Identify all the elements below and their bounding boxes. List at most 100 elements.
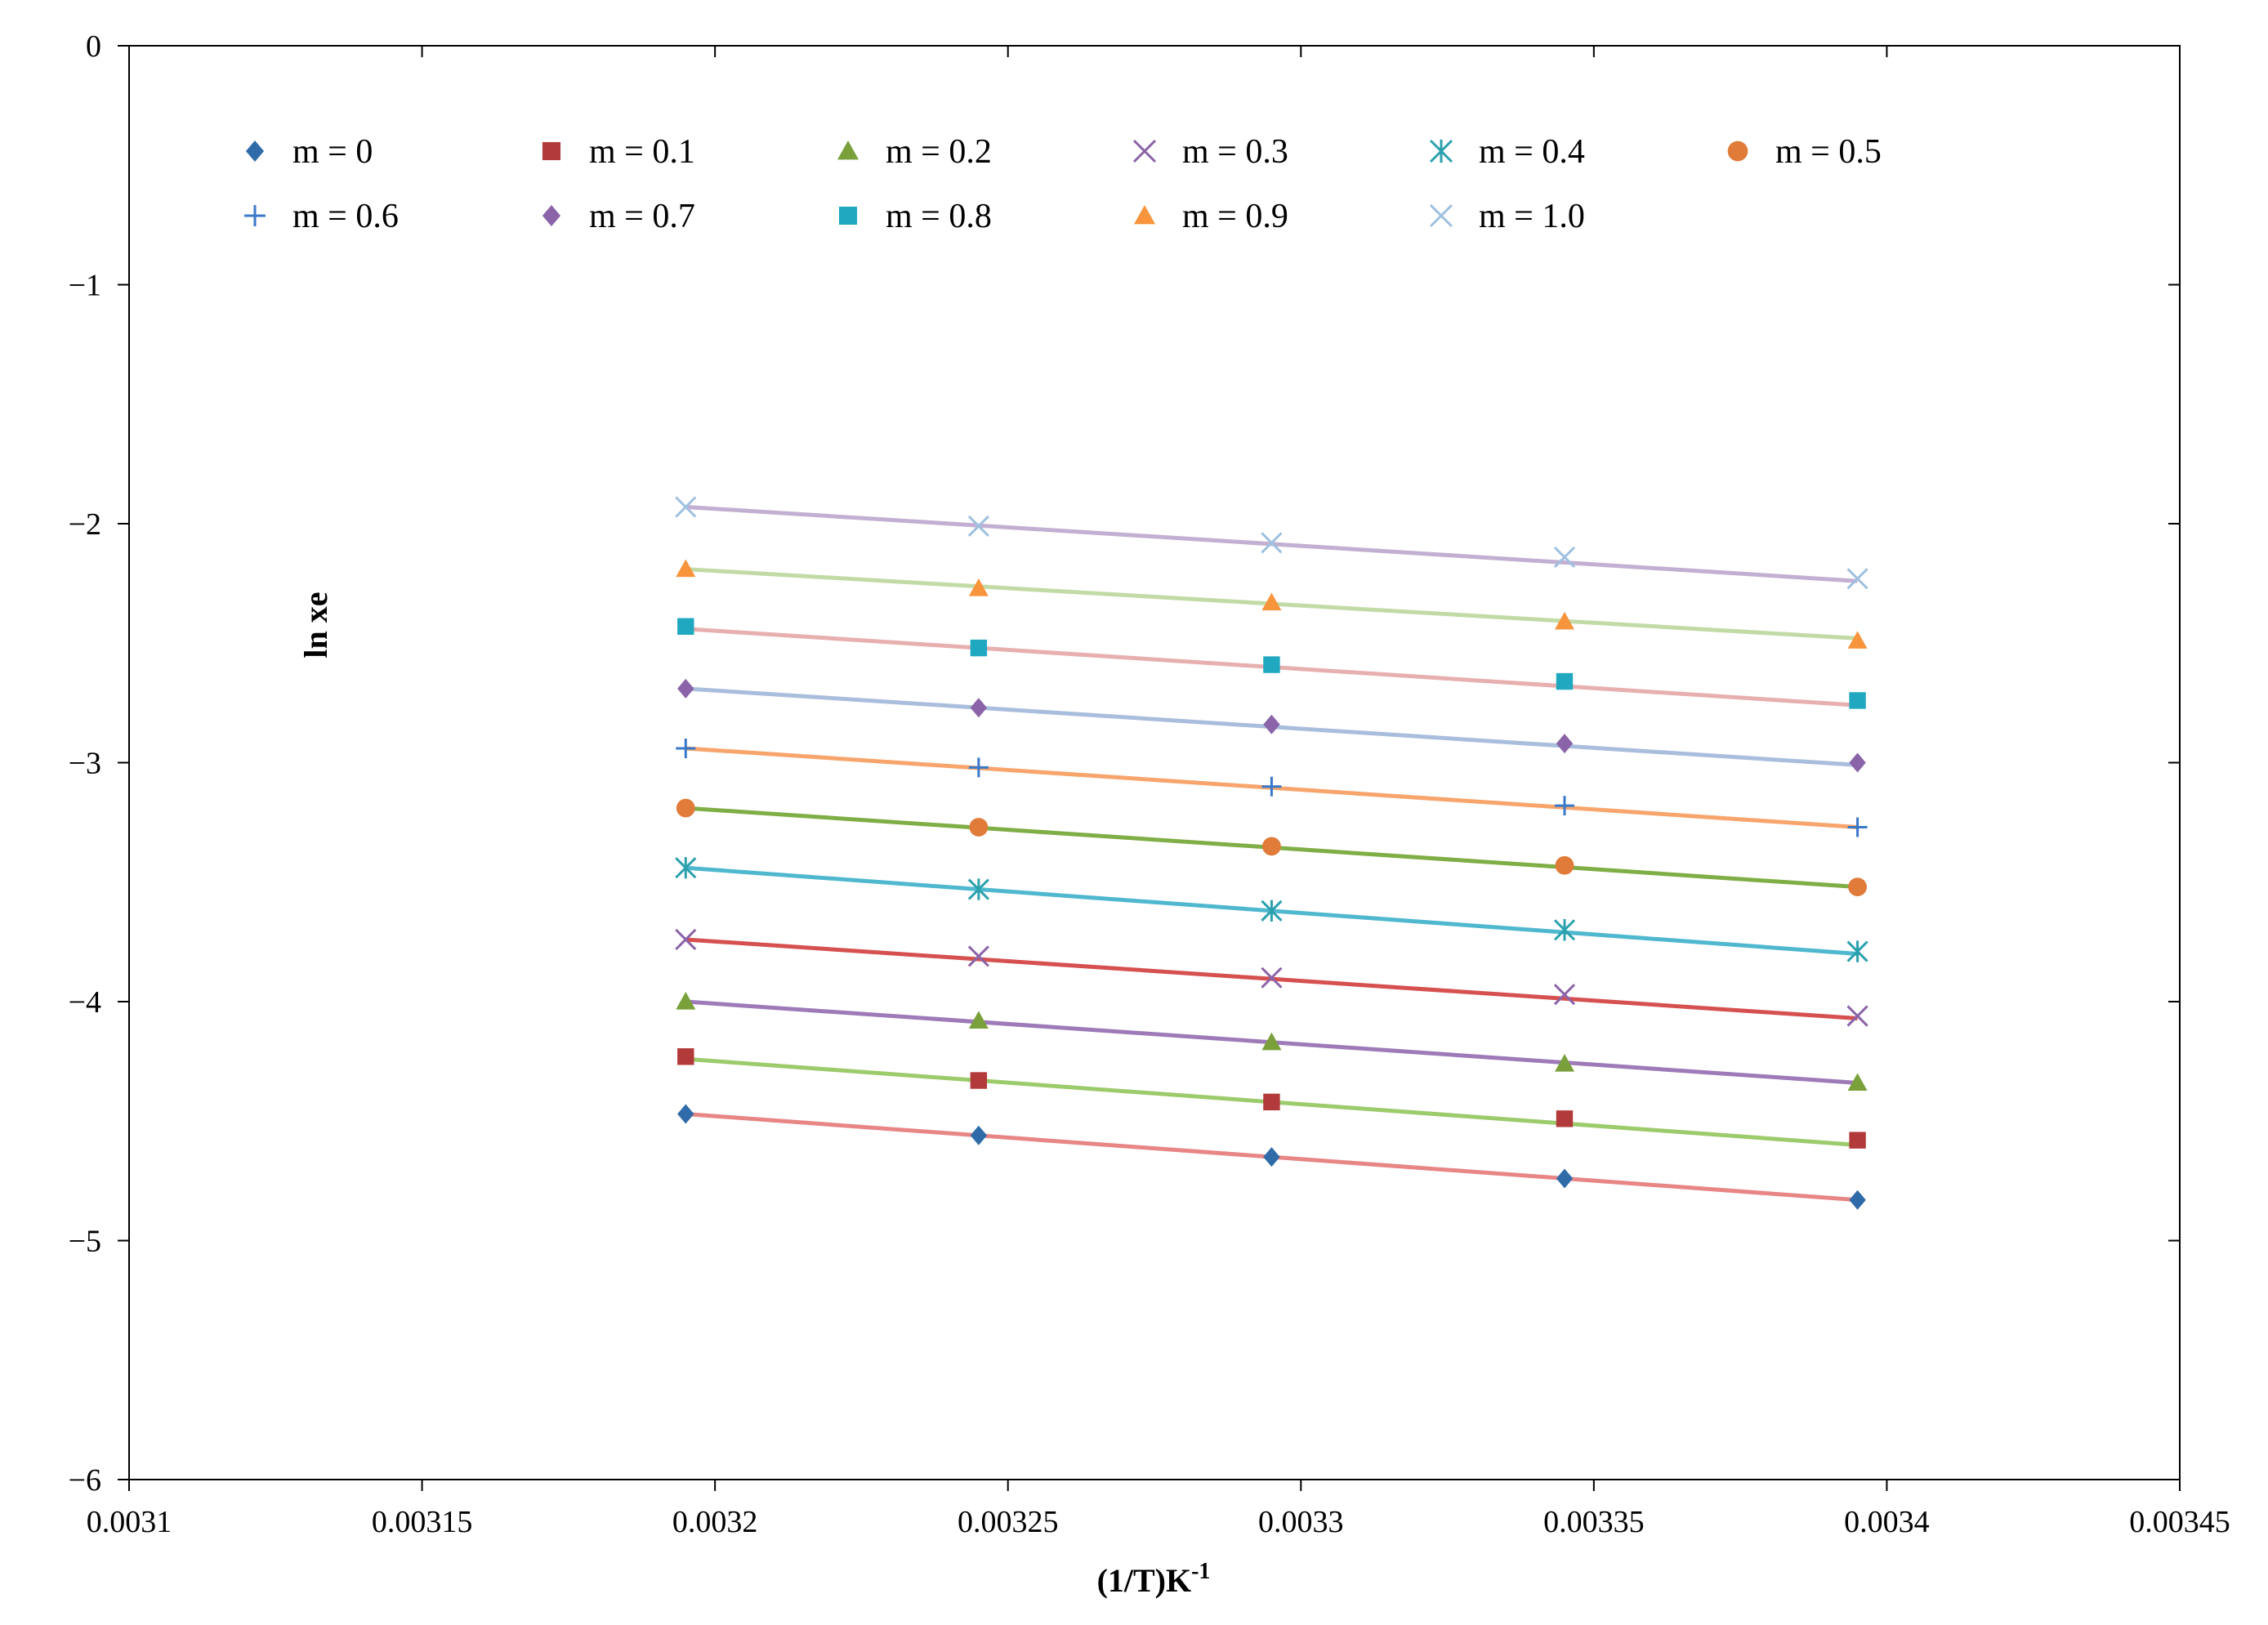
- x-tick-label: 0.0033: [1258, 1505, 1344, 1539]
- data-point-series-3: [675, 928, 697, 951]
- data-point-series-10: [1553, 546, 1576, 569]
- data-point-series-9: [1847, 631, 1868, 649]
- data-point-series-2: [676, 992, 696, 1010]
- data-point-series-1: [1263, 1093, 1280, 1111]
- data-point-series-9: [1555, 611, 1574, 630]
- data-point-series-0: [1849, 1190, 1866, 1210]
- data-point-series-6: [1555, 796, 1574, 816]
- data-point-series-7: [970, 698, 988, 718]
- data-point-series-1: [1849, 1132, 1866, 1149]
- y-tick-label: −6: [69, 1463, 101, 1498]
- legend-label: m = 0.3: [1182, 133, 1288, 171]
- data-point-series-0: [1556, 1168, 1574, 1189]
- axes: 0.0031 0.00315 0.0032 0.00325 0.0033 0.00335 0…: [69, 29, 2230, 1539]
- data-point-series-2: [1555, 1054, 1574, 1072]
- legend-marker: [1429, 203, 1453, 228]
- legend-label: m = 0.1: [589, 133, 695, 171]
- data-point-series-4: [1553, 919, 1576, 941]
- data-point-series-6: [676, 738, 696, 758]
- y-tick-label: −4: [69, 985, 101, 1020]
- x-tick-label: 0.00345: [2129, 1505, 2230, 1539]
- data-point-series-2: [968, 1011, 989, 1029]
- data-point-series-7: [1849, 752, 1866, 773]
- legend-label: m = 0: [292, 133, 373, 171]
- legend-entry: m = 0.1: [542, 133, 695, 171]
- legend-marker: [245, 141, 265, 162]
- x-axis-title-main: (1/T)K: [1097, 1562, 1192, 1599]
- data-point-series-5: [676, 798, 695, 818]
- y-axis-title: ln xe: [297, 592, 334, 658]
- data-point-series-10: [1846, 568, 1868, 590]
- x-tick-label: 0.0034: [1844, 1505, 1930, 1539]
- data-point-series-8: [677, 618, 694, 635]
- data-point-series-3: [1261, 967, 1283, 989]
- legend-entry: m = 0.3: [1132, 133, 1288, 171]
- legend: m = 0 m = 0.1 m = 0.2 m = 0.3 m = 0.4 m = 0.5…: [244, 133, 1882, 235]
- legend-marker: [542, 141, 561, 161]
- legend-label: m = 0.8: [886, 198, 992, 235]
- data-point-series-6: [1847, 817, 1868, 837]
- x-tick-label: 0.00315: [372, 1505, 473, 1539]
- legend-marker: [1727, 141, 1748, 162]
- data-point-series-7: [1556, 734, 1574, 754]
- x-axis-title: (1/T)K-1: [1097, 1559, 1211, 1599]
- data-point-series-7: [677, 678, 694, 699]
- data-point-series-0: [970, 1125, 988, 1145]
- data-point-series-4: [675, 857, 697, 879]
- y-tick-label: −2: [69, 507, 101, 542]
- legend-entry: m = 0.7: [542, 198, 695, 235]
- data-point-series-9: [676, 559, 696, 578]
- legend-marker: [244, 205, 266, 226]
- data-point-series-4: [1261, 900, 1283, 922]
- data-point-series-1: [677, 1048, 694, 1065]
- data-point-series-8: [970, 639, 988, 657]
- data-markers: [675, 496, 1868, 1210]
- legend-label: m = 0.9: [1182, 198, 1288, 235]
- y-tick-label: −3: [69, 747, 101, 781]
- legend-marker: [837, 141, 859, 160]
- data-point-series-3: [1846, 1005, 1868, 1027]
- data-point-series-6: [968, 757, 989, 778]
- legend-label: m = 0.5: [1775, 133, 1882, 171]
- x-tick-label: 0.00335: [1543, 1505, 1645, 1539]
- legend-marker: [542, 205, 561, 226]
- legend-entry: m = 0.6: [244, 198, 399, 235]
- legend-label: m = 0.4: [1479, 133, 1585, 171]
- data-point-series-8: [1263, 656, 1280, 673]
- legend-entry: m = 0.4: [1429, 133, 1585, 171]
- legend-entry: m = 0.9: [1134, 198, 1288, 235]
- data-point-series-5: [1555, 855, 1574, 875]
- data-point-series-3: [967, 945, 989, 967]
- data-point-series-9: [1261, 592, 1282, 611]
- legend-entry: m = 0.2: [837, 133, 992, 171]
- y-tick-label: 0: [86, 29, 101, 64]
- data-point-series-2: [1261, 1032, 1282, 1051]
- data-point-series-4: [1846, 940, 1868, 962]
- data-point-series-3: [1553, 984, 1576, 1006]
- legend-label: m = 0.7: [589, 198, 695, 235]
- x-tick-label: 0.00325: [958, 1505, 1059, 1539]
- data-point-series-1: [970, 1072, 988, 1089]
- data-point-series-10: [967, 515, 989, 537]
- data-point-series-10: [1261, 532, 1283, 554]
- data-point-series-9: [968, 578, 989, 596]
- data-point-series-1: [1556, 1110, 1574, 1127]
- data-point-series-6: [1261, 776, 1282, 797]
- legend-label: m = 1.0: [1479, 198, 1585, 235]
- legend-entry: m = 0.5: [1727, 133, 1882, 171]
- x-axis-title-superscript: -1: [1191, 1559, 1210, 1584]
- data-point-series-4: [967, 878, 989, 900]
- legend-label: m = 0.2: [886, 133, 992, 171]
- data-point-series-0: [677, 1104, 694, 1124]
- data-point-series-8: [1849, 692, 1866, 709]
- x-tick-label: 0.0032: [672, 1505, 758, 1539]
- legend-label: m = 0.6: [292, 198, 399, 235]
- data-point-series-10: [675, 496, 697, 518]
- data-point-series-0: [1263, 1147, 1280, 1167]
- legend-entry: m = 0.8: [838, 198, 992, 235]
- legend-marker: [838, 206, 858, 225]
- data-point-series-5: [969, 818, 989, 837]
